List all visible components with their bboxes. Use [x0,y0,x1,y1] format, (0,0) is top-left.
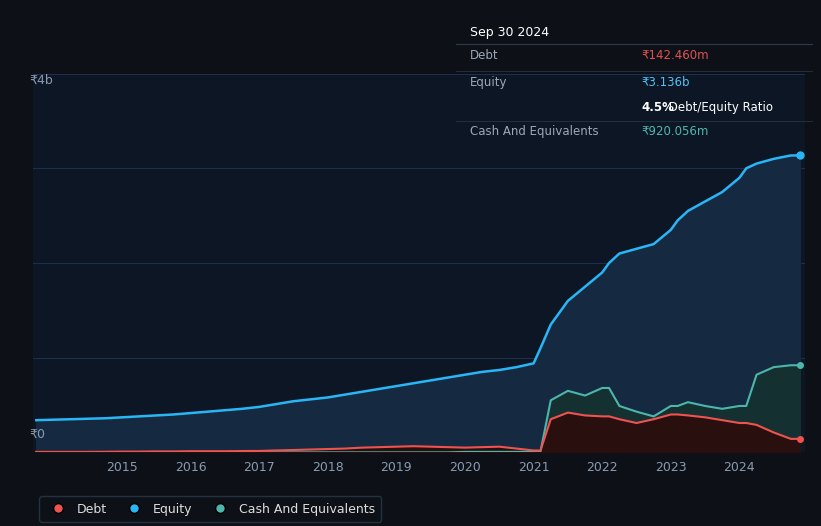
Text: ₹3.136b: ₹3.136b [641,76,690,89]
Text: Sep 30 2024: Sep 30 2024 [470,26,549,39]
Text: Equity: Equity [470,76,507,89]
Text: ₹920.056m: ₹920.056m [641,125,709,138]
Text: ₹142.460m: ₹142.460m [641,49,709,62]
Text: Cash And Equivalents: Cash And Equivalents [470,125,599,138]
Text: ₹0: ₹0 [29,428,45,441]
Legend: Debt, Equity, Cash And Equivalents: Debt, Equity, Cash And Equivalents [39,497,381,522]
Text: Debt/Equity Ratio: Debt/Equity Ratio [664,101,773,114]
Text: ₹4b: ₹4b [29,74,53,87]
Text: 4.5%: 4.5% [641,101,674,114]
Text: Debt: Debt [470,49,498,62]
